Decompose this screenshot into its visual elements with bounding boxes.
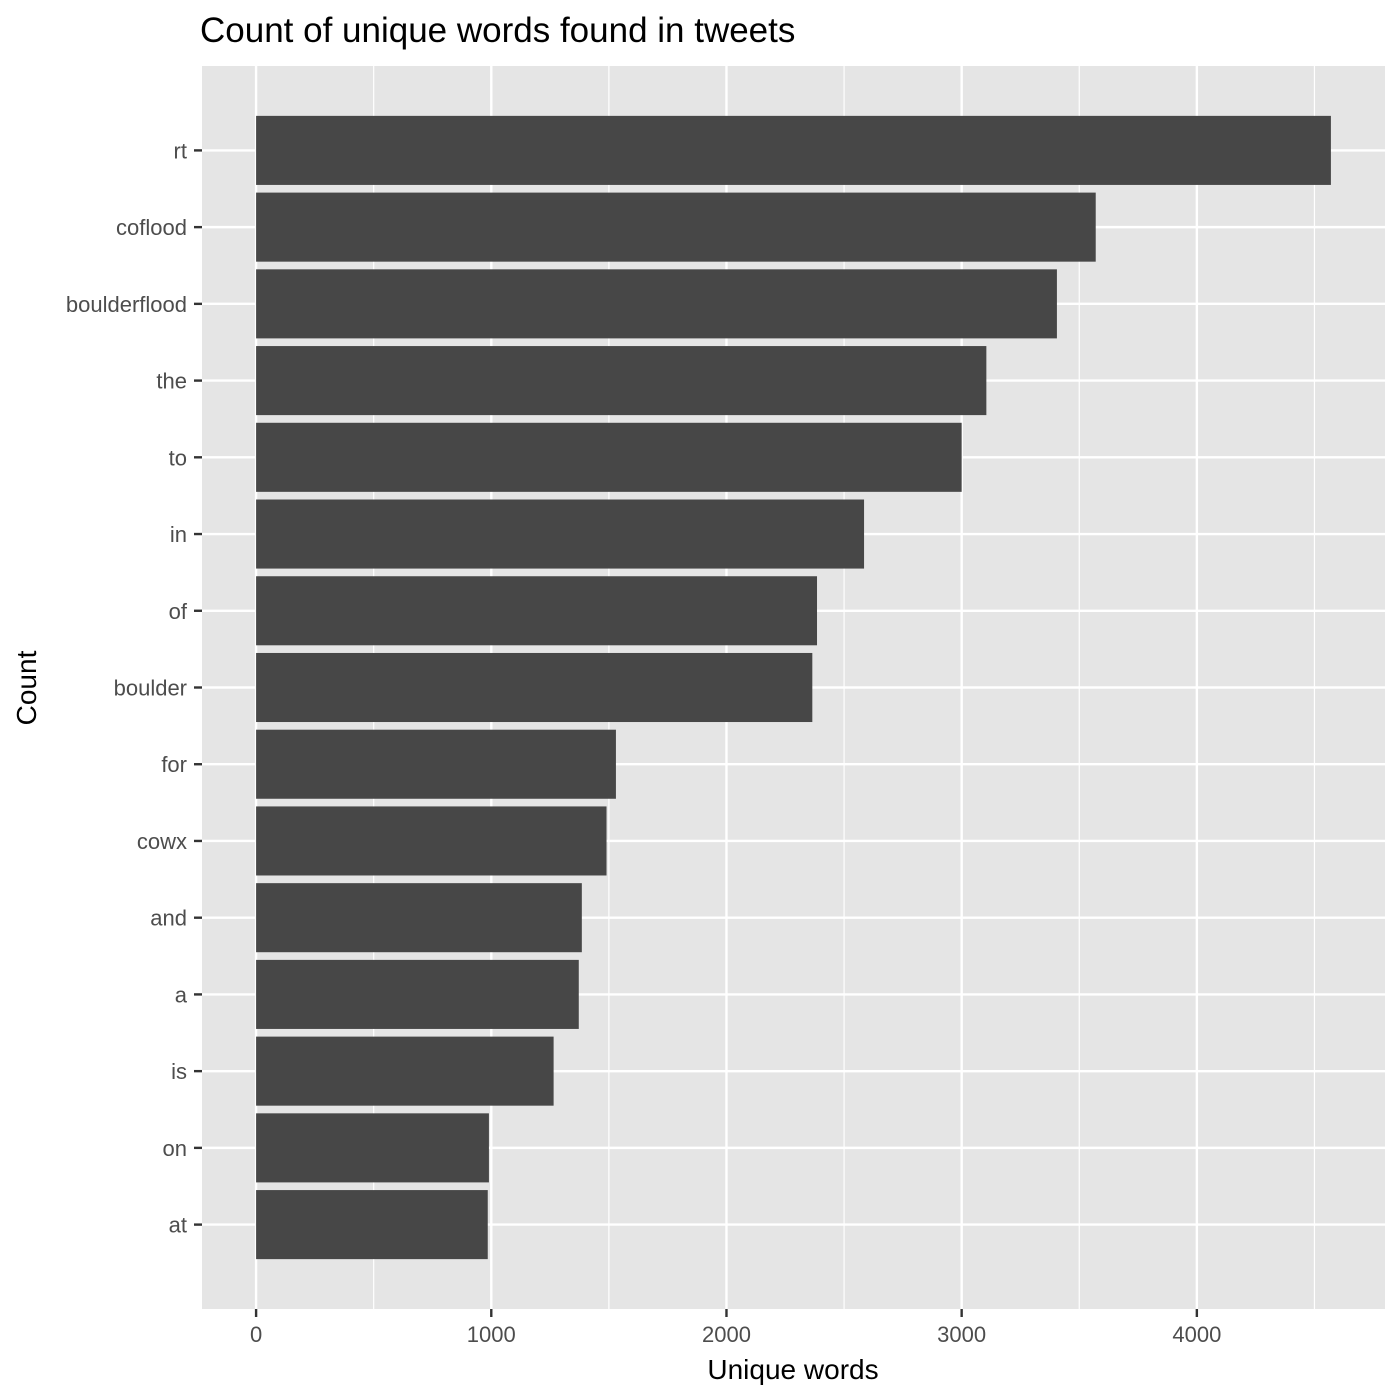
bar-boulderflood (256, 269, 1057, 339)
y-axis: rt coflood boulderflood the to in of boulder for… (66, 138, 202, 1238)
y-tick-label: and (150, 906, 187, 931)
y-tick-label: for (161, 752, 187, 777)
bar-in (256, 499, 865, 569)
bar-cowx (256, 806, 607, 876)
x-tick-label: 0 (250, 1322, 262, 1347)
x-tick-label: 2000 (702, 1322, 751, 1347)
y-tick-label: boulder (114, 676, 187, 701)
bar-rt (256, 115, 1331, 185)
y-tick-label: on (163, 1136, 187, 1161)
bars (256, 115, 1331, 1260)
chart-title: Count of unique words found in tweets (200, 11, 795, 50)
bar-a (256, 959, 579, 1029)
bar-for (256, 729, 616, 799)
y-tick-label: a (175, 982, 188, 1007)
y-tick-label: at (169, 1213, 187, 1238)
y-tick-label: rt (174, 138, 187, 163)
y-tick-label: coflood (116, 215, 187, 240)
bar-of (256, 576, 818, 646)
y-axis-title: Count (11, 650, 42, 725)
y-tick-label: to (169, 445, 187, 470)
y-tick-label: cowx (137, 829, 187, 854)
bar-and (256, 883, 582, 953)
x-tick-label: 4000 (1172, 1322, 1221, 1347)
bar-boulder (256, 652, 813, 723)
x-axis: 0 1000 2000 3000 4000 (250, 1309, 1221, 1347)
y-tick-label: of (169, 599, 188, 624)
bar-at (256, 1190, 488, 1260)
y-tick-label: in (170, 522, 187, 547)
bar-is (256, 1036, 554, 1106)
bar-the (256, 346, 987, 416)
y-tick-label: boulderflood (66, 292, 187, 317)
y-tick-label: the (156, 369, 187, 394)
bar-to (256, 422, 962, 492)
bar-coflood (256, 192, 1096, 262)
x-tick-label: 3000 (937, 1322, 986, 1347)
x-tick-label: 1000 (467, 1322, 516, 1347)
bar-on (256, 1113, 489, 1183)
x-axis-title: Unique words (707, 1354, 878, 1385)
y-tick-label: is (171, 1059, 187, 1084)
